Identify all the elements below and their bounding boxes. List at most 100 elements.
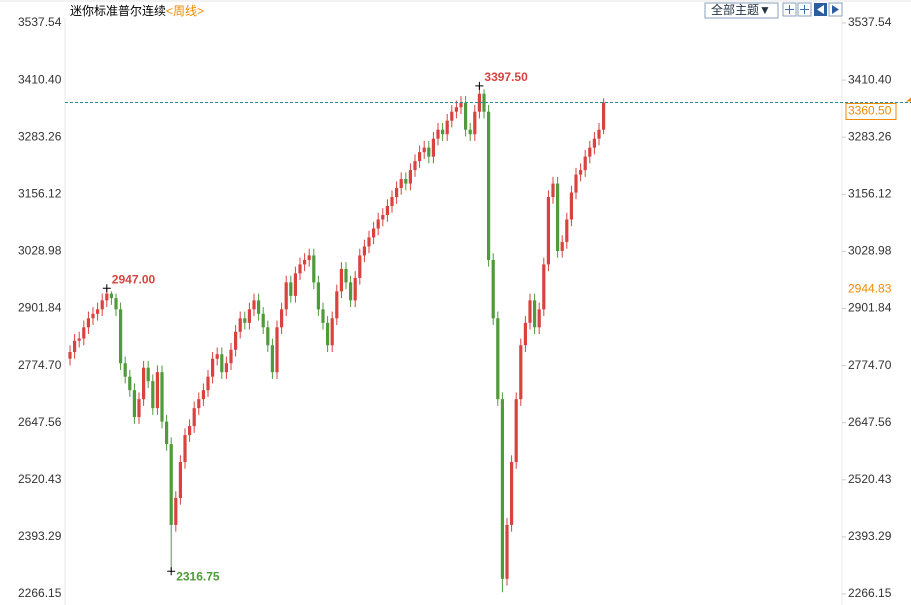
y-tick-label: 2393.29 xyxy=(18,529,62,543)
candle-body xyxy=(123,363,127,377)
annotation-marker xyxy=(102,284,111,293)
candle-body xyxy=(579,170,583,175)
candle-body xyxy=(381,215,385,220)
candle-body xyxy=(602,102,606,130)
y-tick-label: 2520.43 xyxy=(18,472,62,486)
candle-body xyxy=(224,363,228,373)
candle-body xyxy=(385,206,389,216)
candle-body xyxy=(473,111,477,135)
candle-body xyxy=(192,408,196,427)
candle-body xyxy=(307,255,311,260)
candle-body xyxy=(86,318,90,328)
candle-body xyxy=(326,322,330,346)
candle-body xyxy=(132,390,136,418)
candle-body xyxy=(197,399,201,409)
candle-body xyxy=(418,152,422,162)
candle-body xyxy=(551,183,555,198)
y-tick-label: 3028.98 xyxy=(18,244,62,258)
candle-body xyxy=(298,264,302,274)
candle-body xyxy=(100,300,104,310)
candle-body xyxy=(523,322,527,346)
candle-body xyxy=(477,93,481,112)
candle-body xyxy=(510,462,514,525)
candle-body xyxy=(597,129,601,139)
annotation-marker xyxy=(475,81,484,90)
candle-body xyxy=(468,129,472,135)
candle-body xyxy=(128,376,132,391)
y2-tick-label: 2393.29 xyxy=(848,529,892,543)
candle-body xyxy=(413,161,417,171)
candle-body xyxy=(151,381,155,409)
candle-body xyxy=(408,170,412,184)
candle-body xyxy=(565,219,569,242)
candle-body xyxy=(289,282,293,296)
candle-body xyxy=(487,111,491,260)
candle-body xyxy=(404,179,408,184)
candle-body xyxy=(367,237,371,247)
period-label[interactable]: <周线> xyxy=(166,4,204,18)
candle-body xyxy=(546,197,550,265)
candle-body xyxy=(588,147,592,157)
price-marker-bg xyxy=(846,282,896,297)
y-tick-label: 3537.54 xyxy=(18,15,62,29)
candle-body xyxy=(220,354,224,373)
candle-body xyxy=(266,327,270,346)
candle-body xyxy=(247,309,251,323)
candle-body xyxy=(560,241,564,251)
candle-body xyxy=(441,129,445,135)
candle-body xyxy=(188,426,192,436)
candle-body xyxy=(330,318,334,346)
candle-body xyxy=(293,273,297,296)
icon-glyph xyxy=(800,5,809,14)
candle-body xyxy=(574,174,578,193)
last-price-label: 3360.50 xyxy=(848,104,892,118)
candle-body xyxy=(206,376,210,391)
candle-body xyxy=(335,291,339,319)
candle-body xyxy=(556,183,560,251)
candle-body xyxy=(569,192,573,220)
candle-body xyxy=(514,399,518,463)
annotation-label: 2316.75 xyxy=(176,569,220,583)
candle-body xyxy=(243,318,247,323)
candle-body xyxy=(146,367,150,382)
candle-body xyxy=(73,340,77,352)
candle-body xyxy=(395,188,399,198)
candle-body xyxy=(312,255,316,283)
candle-body xyxy=(500,399,504,579)
candle-body xyxy=(422,147,426,153)
theme-button[interactable] xyxy=(704,2,779,19)
candle-body xyxy=(178,462,182,498)
candle-body xyxy=(431,138,435,157)
y2-tick-label: 3283.26 xyxy=(848,129,892,143)
candle-body xyxy=(155,372,159,409)
candle-body xyxy=(321,309,325,323)
candle-body xyxy=(339,268,343,292)
candle-body xyxy=(142,367,146,400)
candle-body xyxy=(390,197,394,207)
annotation-marker xyxy=(167,567,176,576)
y2-tick-label: 3410.40 xyxy=(848,72,892,86)
icon-glyph xyxy=(817,5,824,14)
y-tick-label: 2647.56 xyxy=(18,415,62,429)
toolbar-icons[interactable] xyxy=(782,2,843,17)
candle-body xyxy=(542,264,546,310)
y2-tick-label: 2901.84 xyxy=(848,301,892,315)
y2-tick-label: 3537.54 xyxy=(848,15,892,29)
candle-body xyxy=(344,268,348,283)
candle-body xyxy=(284,282,288,310)
candle-body xyxy=(82,327,86,339)
candle-body xyxy=(533,300,537,328)
candle-body xyxy=(464,102,468,130)
price-marker-label: 2944.83 xyxy=(848,281,892,295)
candle-body xyxy=(592,138,596,148)
theme-button-label[interactable]: 全部主题▼ xyxy=(711,2,771,17)
candle-body xyxy=(445,120,449,135)
y-tick-label: 3156.12 xyxy=(18,186,62,200)
candle-body xyxy=(105,293,109,301)
annotation-label: 2947.00 xyxy=(112,272,156,286)
candle-body xyxy=(316,282,320,310)
candle-body xyxy=(496,318,500,400)
y2-tick-label: 3156.12 xyxy=(848,186,892,200)
